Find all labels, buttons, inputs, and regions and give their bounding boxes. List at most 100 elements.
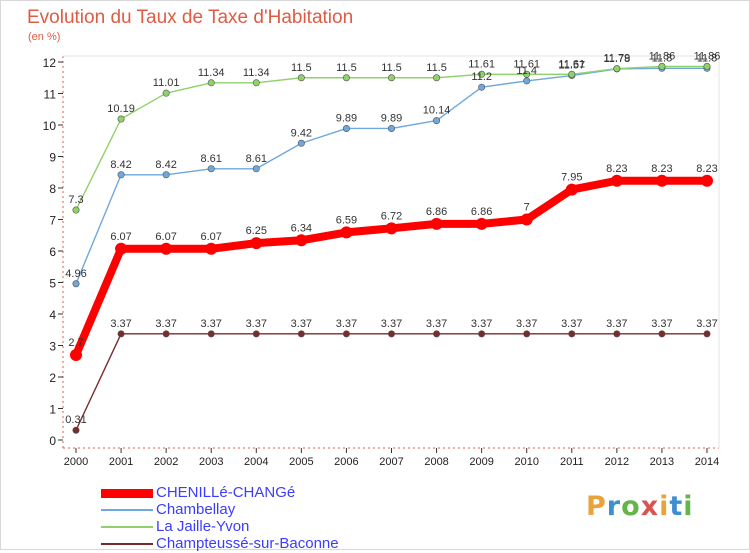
data-point <box>387 330 395 338</box>
brand-logo: Proxiti <box>586 491 694 522</box>
x-tick-label: 2010 <box>514 456 538 468</box>
data-label: 3.37 <box>651 318 672 330</box>
data-label: 6.86 <box>426 206 447 218</box>
y-tick-label: 5 <box>49 277 56 291</box>
data-label: 3.37 <box>381 318 402 330</box>
x-tick-label: 2008 <box>424 456 448 468</box>
data-label: 11.5 <box>336 62 357 74</box>
data-label: 11.79 <box>603 53 630 65</box>
brand-letter: P <box>586 491 607 522</box>
data-point <box>658 330 666 338</box>
y-tick-label: 2 <box>49 371 56 385</box>
data-label: 6.72 <box>381 210 402 222</box>
brand-letter: i <box>683 491 694 522</box>
data-label: 10.14 <box>423 105 451 117</box>
data-label: 3.37 <box>201 318 222 330</box>
data-label: 11.61 <box>468 58 495 70</box>
data-label: 3.37 <box>426 318 447 330</box>
series-line-3 <box>75 333 708 431</box>
y-tick-label: 4 <box>49 308 56 322</box>
x-tick-label: 2001 <box>109 456 133 468</box>
legend-label: Chambellay <box>156 501 236 518</box>
y-tick-label: 6 <box>49 245 56 259</box>
y-tick-label: 12 <box>43 56 57 70</box>
data-point <box>520 213 533 226</box>
data-point <box>475 217 488 230</box>
data-point <box>207 165 215 173</box>
data-label: 6.25 <box>246 225 267 237</box>
data-label: 8.42 <box>110 159 131 171</box>
data-point <box>478 83 486 91</box>
x-tick-label: 2013 <box>650 456 674 468</box>
y-tick-label: 7 <box>49 214 56 228</box>
data-label: 6.34 <box>291 222 312 234</box>
brand-letter: r <box>606 491 622 522</box>
data-label: 8.23 <box>606 163 627 175</box>
data-label: 3.37 <box>471 318 492 330</box>
y-tick-label: 10 <box>43 119 57 133</box>
y-tick-label: 3 <box>49 340 56 354</box>
data-labels: 4.96 8.42 8.42 8.61 8.61 9.42 9.89 9.89 10.14 11.… <box>65 50 720 426</box>
data-label: 11.86 <box>649 50 676 62</box>
data-point <box>340 226 353 239</box>
data-label: 7 <box>524 202 530 214</box>
data-label: 8.61 <box>246 153 267 165</box>
data-label: 3.37 <box>246 318 267 330</box>
data-point <box>162 171 170 179</box>
x-tick-label: 2004 <box>244 456 268 468</box>
data-label: 11.34 <box>198 67 225 79</box>
data-label: 6.86 <box>471 206 492 218</box>
x-tick-label: 2012 <box>605 456 629 468</box>
data-label: 7.3 <box>68 194 83 206</box>
data-point <box>433 330 441 338</box>
data-label: 11.5 <box>426 62 447 74</box>
data-label: 0.31 <box>65 414 86 426</box>
data-point <box>160 242 173 255</box>
data-point <box>523 330 531 338</box>
data-point <box>162 330 170 338</box>
data-point <box>387 74 395 82</box>
data-point <box>162 89 170 97</box>
data-label: 7.95 <box>561 172 582 184</box>
legend-swatch <box>101 509 153 511</box>
data-label: 4.96 <box>65 268 86 280</box>
data-point <box>252 79 260 87</box>
data-label: 11.01 <box>153 77 180 89</box>
data-label: 10.19 <box>107 103 135 115</box>
data-point <box>701 174 713 187</box>
data-point <box>523 77 531 85</box>
x-tick-label: 2007 <box>379 456 403 468</box>
data-label: 9.42 <box>291 127 312 139</box>
data-label: 11.78 <box>603 53 630 65</box>
data-point <box>703 330 711 338</box>
data-label: 3.37 <box>696 318 717 330</box>
data-point <box>72 426 80 434</box>
data-label: 6.07 <box>155 231 176 243</box>
data-point <box>72 280 80 288</box>
data-point <box>342 330 350 338</box>
data-point <box>205 242 218 255</box>
data-point <box>70 348 82 361</box>
data-point <box>117 115 125 123</box>
brand-letter: t <box>669 491 684 522</box>
data-point <box>252 330 260 338</box>
data-point <box>207 330 215 338</box>
legend-label: La Jaille-Yvon <box>156 518 250 535</box>
data-point <box>568 70 576 78</box>
x-tick-label: 2009 <box>469 456 493 468</box>
data-label: 11.86 <box>694 50 721 62</box>
y-tick-label: 9 <box>49 151 56 165</box>
data-label: 3.37 <box>291 318 312 330</box>
data-point <box>250 237 263 250</box>
data-point <box>433 117 441 125</box>
legend-swatch <box>101 526 153 528</box>
data-label: 11.34 <box>243 67 270 79</box>
data-label: 11.8 <box>652 52 673 64</box>
data-label: 3.37 <box>561 318 582 330</box>
data-point <box>568 330 576 338</box>
data-point <box>117 171 125 179</box>
data-label: 11.61 <box>513 58 540 70</box>
data-label: 11.5 <box>381 62 402 74</box>
data-label: 11.2 <box>471 71 492 83</box>
